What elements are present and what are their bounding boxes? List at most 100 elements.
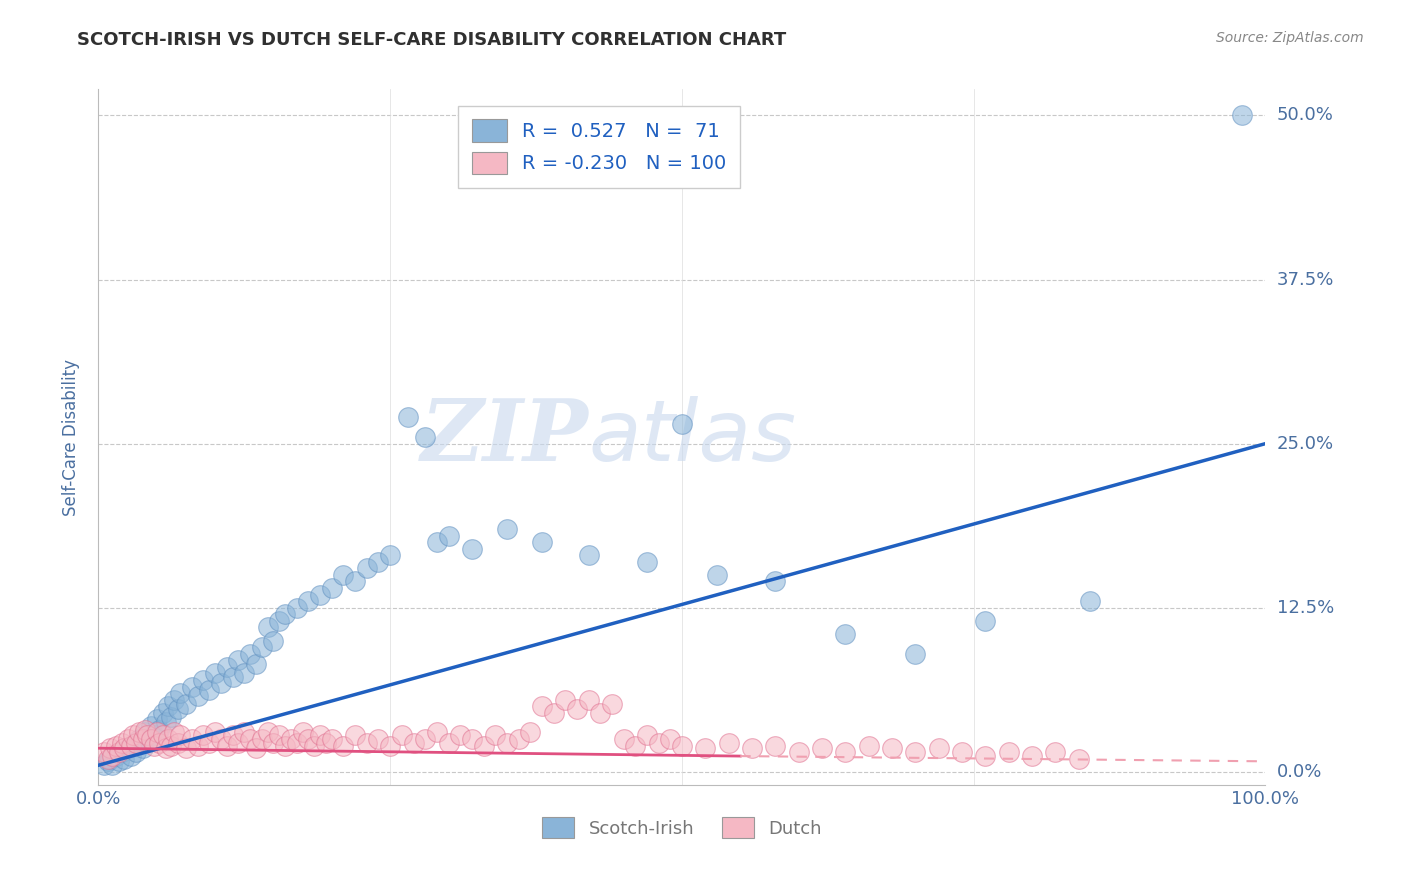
Point bbox=[104, 749, 127, 764]
Point bbox=[221, 728, 243, 742]
Point bbox=[239, 731, 262, 746]
Point bbox=[120, 739, 142, 753]
Point bbox=[787, 745, 810, 759]
Point bbox=[221, 670, 243, 684]
Point bbox=[101, 758, 124, 772]
Point bbox=[111, 736, 134, 750]
Point bbox=[117, 741, 139, 756]
Point bbox=[858, 739, 880, 753]
Point bbox=[344, 574, 367, 589]
Point bbox=[291, 725, 314, 739]
Point bbox=[671, 739, 693, 753]
Point bbox=[143, 728, 166, 742]
Point bbox=[187, 739, 209, 753]
Point bbox=[950, 745, 973, 759]
Point bbox=[228, 736, 250, 750]
Point bbox=[256, 725, 278, 739]
Point bbox=[108, 745, 131, 759]
Point bbox=[519, 725, 541, 739]
Point bbox=[157, 731, 180, 746]
Point bbox=[309, 588, 332, 602]
Point bbox=[159, 739, 181, 753]
Point bbox=[695, 741, 717, 756]
Point bbox=[904, 745, 927, 759]
Point bbox=[139, 719, 162, 733]
Point bbox=[437, 736, 460, 750]
Point bbox=[155, 714, 177, 729]
Point bbox=[148, 723, 170, 737]
Text: 50.0%: 50.0% bbox=[1277, 106, 1333, 125]
Point bbox=[834, 745, 856, 759]
Point bbox=[974, 614, 997, 628]
Point bbox=[104, 739, 127, 753]
Point bbox=[508, 731, 530, 746]
Point bbox=[193, 673, 215, 687]
Point bbox=[315, 736, 337, 750]
Point bbox=[461, 541, 484, 556]
Point bbox=[706, 568, 728, 582]
Point bbox=[997, 745, 1019, 759]
Point bbox=[285, 736, 308, 750]
Point bbox=[285, 600, 308, 615]
Point bbox=[1045, 745, 1067, 759]
Point bbox=[125, 745, 148, 759]
Point bbox=[128, 731, 150, 746]
Point bbox=[139, 731, 162, 746]
Point bbox=[600, 697, 623, 711]
Point bbox=[187, 689, 209, 703]
Text: SCOTCH-IRISH VS DUTCH SELF-CARE DISABILITY CORRELATION CHART: SCOTCH-IRISH VS DUTCH SELF-CARE DISABILI… bbox=[77, 31, 786, 49]
Text: 0.0%: 0.0% bbox=[1277, 763, 1322, 780]
Point bbox=[741, 741, 763, 756]
Point bbox=[98, 752, 121, 766]
Text: Source: ZipAtlas.com: Source: ZipAtlas.com bbox=[1216, 31, 1364, 45]
Point bbox=[274, 607, 297, 622]
Point bbox=[152, 728, 174, 742]
Point bbox=[122, 728, 145, 742]
Point bbox=[163, 692, 186, 706]
Point bbox=[111, 745, 134, 759]
Point bbox=[112, 752, 135, 766]
Point bbox=[309, 728, 332, 742]
Point bbox=[356, 736, 378, 750]
Point bbox=[174, 741, 197, 756]
Point bbox=[98, 741, 121, 756]
Point bbox=[904, 647, 927, 661]
Point bbox=[209, 731, 232, 746]
Point bbox=[472, 739, 495, 753]
Point bbox=[426, 725, 449, 739]
Point bbox=[647, 736, 669, 750]
Point bbox=[132, 731, 155, 746]
Point bbox=[155, 741, 177, 756]
Point bbox=[413, 430, 436, 444]
Point bbox=[159, 709, 181, 723]
Point bbox=[834, 627, 856, 641]
Point bbox=[152, 706, 174, 720]
Point bbox=[250, 731, 273, 746]
Point bbox=[461, 731, 484, 746]
Point bbox=[93, 758, 115, 772]
Point bbox=[928, 741, 950, 756]
Text: atlas: atlas bbox=[589, 395, 797, 479]
Point bbox=[391, 728, 413, 742]
Point bbox=[367, 555, 389, 569]
Point bbox=[426, 535, 449, 549]
Point bbox=[128, 725, 150, 739]
Point bbox=[396, 410, 419, 425]
Point bbox=[169, 686, 191, 700]
Point bbox=[565, 702, 588, 716]
Point bbox=[204, 725, 226, 739]
Point bbox=[117, 731, 139, 746]
Point bbox=[112, 741, 135, 756]
Point bbox=[763, 739, 786, 753]
Point bbox=[332, 739, 354, 753]
Point bbox=[321, 731, 343, 746]
Point bbox=[101, 749, 124, 764]
Point bbox=[209, 675, 232, 690]
Text: ZIP: ZIP bbox=[420, 395, 589, 479]
Point bbox=[578, 692, 600, 706]
Point bbox=[974, 749, 997, 764]
Point bbox=[554, 692, 576, 706]
Point bbox=[636, 555, 658, 569]
Point bbox=[239, 647, 262, 661]
Point bbox=[578, 548, 600, 562]
